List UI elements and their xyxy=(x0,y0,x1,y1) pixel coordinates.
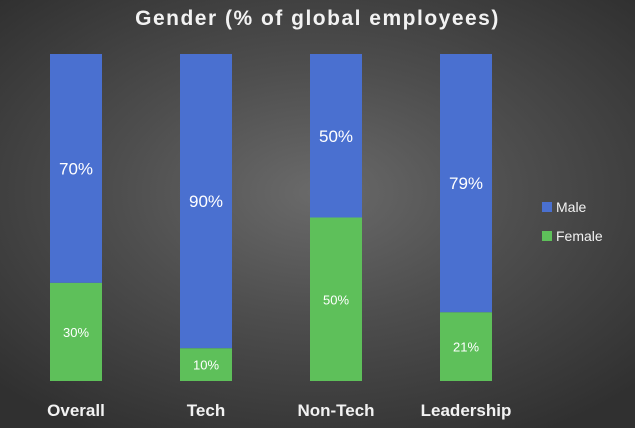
bar-male-overall xyxy=(50,54,102,283)
data-label-male-tech: 90% xyxy=(189,192,223,211)
data-label-male-non-tech: 50% xyxy=(319,127,353,146)
category-label-tech: Tech xyxy=(187,401,225,420)
data-label-female-overall: 30% xyxy=(63,325,89,340)
category-label-leadership: Leadership xyxy=(421,401,512,420)
category-label-overall: Overall xyxy=(47,401,105,420)
data-label-female-leadership: 21% xyxy=(453,340,479,355)
bar-female-leadership xyxy=(440,312,492,381)
bar-male-tech xyxy=(180,54,232,349)
data-label-male-leadership: 79% xyxy=(449,174,483,193)
bar-female-non-tech xyxy=(310,217,362,381)
legend-label-female: Female xyxy=(556,228,603,244)
bar-male-leadership xyxy=(440,54,492,313)
legend-swatch-male xyxy=(542,202,552,212)
bar-female-overall xyxy=(50,282,102,381)
data-label-male-overall: 70% xyxy=(59,159,93,178)
bar-male-non-tech xyxy=(310,54,362,218)
category-label-non-tech: Non-Tech xyxy=(297,401,374,420)
bar-female-tech xyxy=(180,348,232,381)
legend-swatch-female xyxy=(542,231,552,241)
data-label-female-tech: 10% xyxy=(193,358,219,373)
chart-title: Gender (% of global employees) xyxy=(135,7,500,30)
data-label-female-non-tech: 50% xyxy=(323,292,349,307)
legend-label-male: Male xyxy=(556,199,587,215)
